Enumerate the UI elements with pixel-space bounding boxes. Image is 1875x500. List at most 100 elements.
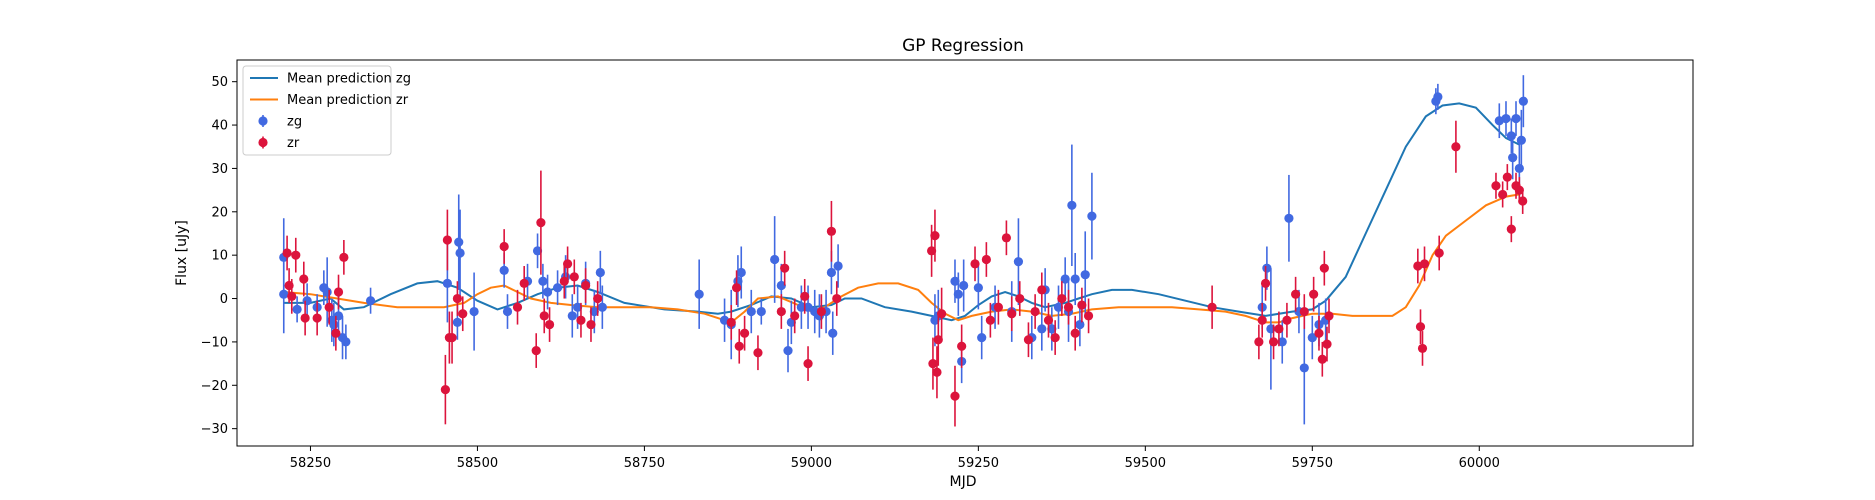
x-tick-label: 59000: [791, 456, 832, 471]
data-point: [953, 289, 963, 299]
data-point: [447, 332, 457, 343]
data-point: [1254, 337, 1264, 347]
data-point: [1307, 332, 1317, 343]
data-point: [1309, 289, 1319, 299]
data-point: [542, 287, 553, 297]
x-tick-label: 59500: [1125, 456, 1166, 471]
data-point: [1277, 337, 1287, 347]
y-tick-label: 0: [220, 292, 228, 307]
data-point: [1262, 263, 1272, 273]
plot-frame: [236, 59, 1694, 447]
series-zg: [279, 75, 1528, 425]
data-point: [576, 315, 586, 325]
data-point: [291, 250, 301, 260]
data-point: [1037, 324, 1047, 334]
data-point: [1322, 339, 1332, 349]
legend-label: zg: [287, 115, 302, 130]
data-point: [365, 296, 376, 306]
data-point: [1419, 259, 1430, 269]
data-point: [1257, 315, 1267, 325]
data-point: [1047, 324, 1057, 334]
legend-label: Mean prediction zr: [287, 93, 409, 108]
y-tick-label: 30: [211, 162, 228, 177]
legend-marker-swatch: [258, 116, 268, 126]
data-point: [1077, 300, 1087, 310]
data-point: [1015, 293, 1025, 304]
data-point: [1502, 172, 1512, 182]
data-point: [287, 291, 297, 301]
data-point: [531, 345, 541, 356]
data-point: [302, 296, 312, 306]
legend-box: [242, 65, 392, 156]
data-point: [1501, 113, 1511, 124]
data-point: [1067, 200, 1077, 210]
data-point: [932, 367, 942, 377]
legend-label: zr: [287, 136, 300, 151]
y-tick-label: −30: [201, 422, 228, 437]
data-point: [1415, 322, 1426, 332]
data-point: [1506, 224, 1516, 234]
data-point: [1417, 343, 1428, 354]
data-point: [292, 304, 302, 314]
x-tick-label: 58250: [290, 456, 331, 471]
data-point: [780, 263, 790, 273]
data-point: [573, 302, 583, 312]
data-point: [1268, 337, 1279, 347]
data-point: [552, 283, 563, 293]
x-axis-label: MJD: [950, 474, 977, 490]
data-point: [597, 302, 607, 312]
data-point: [440, 385, 450, 395]
data-point: [1299, 363, 1309, 373]
data-point: [300, 313, 310, 323]
data-point: [734, 341, 744, 351]
data-point: [1070, 328, 1080, 338]
data-point: [933, 335, 943, 345]
data-point: [1291, 289, 1301, 299]
data-point: [559, 276, 569, 286]
data-point: [1319, 263, 1329, 273]
data-point: [826, 226, 837, 236]
data-point: [499, 265, 509, 275]
data-point: [739, 328, 750, 338]
data-point: [1433, 92, 1443, 102]
data-point: [502, 306, 513, 317]
data-point: [1207, 302, 1217, 312]
data-point: [1260, 278, 1271, 288]
data-point: [1506, 131, 1516, 141]
legend-marker-swatch: [258, 137, 268, 148]
data-point: [826, 267, 837, 278]
data-point: [800, 291, 810, 301]
y-tick-label: 40: [211, 119, 228, 134]
data-point: [1057, 293, 1067, 304]
data-point: [1514, 185, 1524, 195]
data-point: [770, 254, 780, 265]
data-point: [544, 319, 555, 330]
data-point: [746, 306, 756, 317]
data-point: [1491, 181, 1501, 191]
data-point: [803, 358, 813, 369]
data-point: [469, 306, 479, 317]
data-point: [586, 319, 596, 330]
mean-prediction-line-zg: [283, 102, 1520, 322]
data-point: [930, 231, 940, 241]
data-point: [1080, 270, 1090, 280]
data-point: [1324, 311, 1334, 321]
data-point: [452, 293, 463, 304]
data-point: [1070, 274, 1080, 284]
data-point: [339, 252, 349, 262]
data-point: [331, 328, 341, 338]
data-point: [950, 276, 960, 286]
data-point: [539, 311, 549, 321]
data-point: [454, 237, 464, 247]
data-point: [1043, 315, 1054, 325]
data-point: [694, 289, 704, 299]
data-point: [1518, 96, 1528, 106]
data-point: [442, 235, 452, 245]
data-point: [776, 306, 786, 317]
data-point: [442, 278, 452, 288]
data-point: [1516, 135, 1526, 145]
y-tick-label: −10: [201, 335, 228, 350]
data-point: [329, 319, 339, 330]
data-point: [1001, 233, 1012, 243]
x-tick-label: 59250: [958, 456, 999, 471]
